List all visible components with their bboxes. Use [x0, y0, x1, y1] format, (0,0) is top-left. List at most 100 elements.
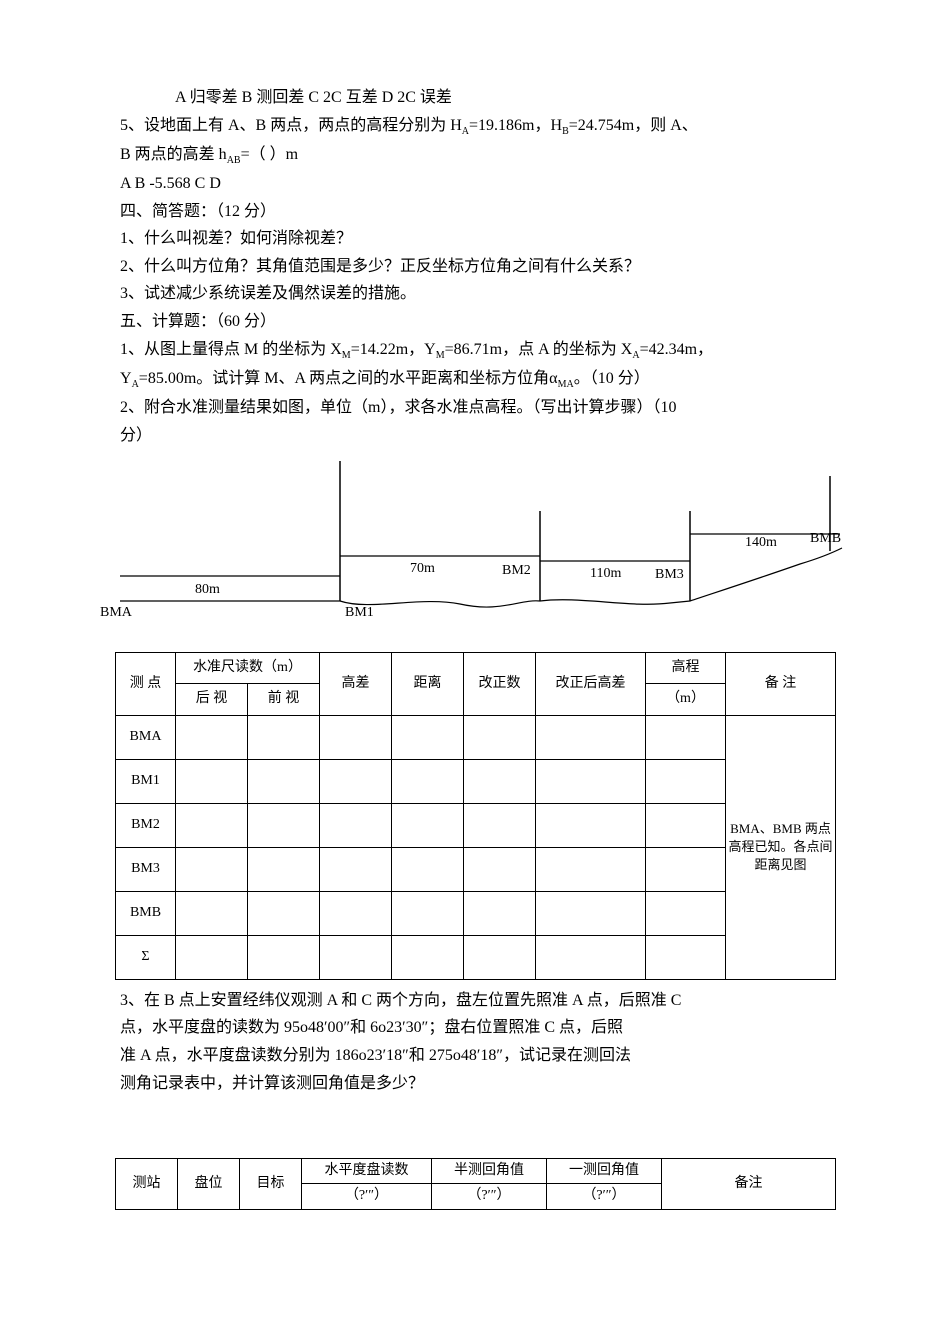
th2-unit3: （?′″） [547, 1184, 662, 1209]
sec4-q3: 3、试述减少系统误差及偶然误差的措施。 [120, 281, 825, 307]
text: =42.34m， [640, 341, 713, 358]
text: =85.00m。试计算 M、A 两点之间的水平距离和坐标方位角α [139, 370, 558, 387]
cell [392, 803, 464, 847]
label-BM3: BM3 [655, 564, 684, 586]
sec4-q2: 2、什么叫方位角？其角值范围是多少？正反坐标方位角之间有什么关系？ [120, 254, 825, 280]
cell [536, 891, 646, 935]
section5-title: 五、计算题：（60 分） [120, 309, 825, 335]
cell-station: BMA [116, 715, 176, 759]
cell [536, 759, 646, 803]
th2-station: 测站 [116, 1159, 178, 1209]
th2-remarks: 备注 [662, 1159, 836, 1209]
cell [176, 803, 248, 847]
sec5-q3-l4: 测角记录表中，并计算该测回角值是多少？ [120, 1071, 825, 1097]
label-BM1: BM1 [345, 602, 374, 624]
th-station: 测 点 [116, 653, 176, 716]
cell [248, 803, 320, 847]
cell [176, 759, 248, 803]
subscript: A [632, 350, 639, 361]
cell [646, 715, 726, 759]
th-corr: 改正数 [464, 653, 536, 716]
cell [464, 847, 536, 891]
q5-line2: B 两点的高差 hAB=（ ）m [120, 142, 825, 169]
q5-options: A B -5.568 C D [120, 171, 825, 197]
cell [248, 891, 320, 935]
sec5-q3-l1: 3、在 B 点上安置经纬仪观测 A 和 C 两个方向，盘左位置先照准 A 点，后… [120, 988, 825, 1014]
leveling-diagram: 80m 70m 110m 140m BMA BM1 BM2 BM3 BMB [110, 456, 850, 646]
text: 1、从图上量得点 M 的坐标为 X [120, 341, 342, 358]
label-140m: 140m [745, 532, 777, 554]
cell [646, 847, 726, 891]
cell [176, 847, 248, 891]
q5-line1: 5、设地面上有 A、B 两点，两点的高程分别为 HA=19.186m，HB=24… [120, 113, 825, 140]
th-dist: 距离 [392, 653, 464, 716]
cell [320, 935, 392, 979]
cell [248, 847, 320, 891]
th-front: 前 视 [248, 684, 320, 715]
text: Y [120, 370, 132, 387]
label-110m: 110m [590, 563, 621, 585]
text: =86.71m，点 A 的坐标为 X [445, 341, 633, 358]
th2-pos: 盘位 [178, 1159, 240, 1209]
cell [536, 715, 646, 759]
cell [320, 715, 392, 759]
cell [646, 891, 726, 935]
cell [536, 935, 646, 979]
section4-title: 四、简答题：（12 分） [120, 199, 825, 225]
th-elev: 高程 [646, 653, 726, 684]
cell [320, 759, 392, 803]
label-BMB: BMB [810, 528, 841, 550]
cell [392, 759, 464, 803]
q4-options: A 归零差 B 测回差 C 2C 互差 D 2C 误差 [120, 85, 825, 111]
subscript: M [342, 350, 351, 361]
cell [464, 891, 536, 935]
angle-table: 测站 盘位 目标 水平度盘读数 半测回角值 一测回角值 备注 （?′″） （?′… [115, 1158, 836, 1209]
text: =14.22m，Y [351, 341, 436, 358]
label-BMA: BMA [100, 602, 132, 624]
sec5-q3-l3: 准 A 点，水平度盘读数分别为 186o23′18″和 275o48′18″，试… [120, 1043, 825, 1069]
subscript: AB [227, 155, 241, 166]
sec5-q1-l2: YA=85.00m。试计算 M、A 两点之间的水平距离和坐标方位角αMA。（10… [120, 366, 825, 393]
th2-unit2: （?′″） [432, 1184, 547, 1209]
th-back: 后 视 [176, 684, 248, 715]
th-remarks: 备 注 [726, 653, 836, 716]
sec4-q1: 1、什么叫视差？如何消除视差？ [120, 226, 825, 252]
cell [176, 715, 248, 759]
cell [646, 935, 726, 979]
th-elev-unit: （m） [646, 684, 726, 715]
label-70m: 70m [410, 558, 435, 580]
label-80m: 80m [195, 579, 220, 601]
cell-remarks: BMA、BMB 两点高程已知。各点间距离见图 [726, 715, 836, 979]
cell-station: BM1 [116, 759, 176, 803]
text: =（ ）m [241, 146, 298, 163]
cell [646, 803, 726, 847]
subscript: A [462, 126, 469, 137]
cell [248, 759, 320, 803]
cell [464, 803, 536, 847]
leveling-table: 测 点 水准尺读数（m） 高差 距离 改正数 改正后高差 高程 备 注 后 视 … [115, 652, 836, 980]
page-content: A 归零差 B 测回差 C 2C 互差 D 2C 误差 5、设地面上有 A、B … [120, 85, 825, 1210]
label-BM2: BM2 [502, 560, 531, 582]
diagram-svg [110, 456, 850, 646]
th2-half: 半测回角值 [432, 1159, 547, 1184]
cell [320, 803, 392, 847]
sec5-q3-l2: 点，水平度盘的读数为 95o48′00″和 6o23′30″；盘右位置照准 C … [120, 1015, 825, 1041]
cell [464, 935, 536, 979]
th2-target: 目标 [240, 1159, 302, 1209]
subscript: M [436, 350, 445, 361]
cell [536, 803, 646, 847]
cell [646, 759, 726, 803]
cell-station: BM3 [116, 847, 176, 891]
subscript: MA [558, 379, 574, 390]
text: B 两点的高差 h [120, 146, 227, 163]
text: 5、设地面上有 A、B 两点，两点的高程分别为 H [120, 117, 462, 134]
cell-station: Σ [116, 935, 176, 979]
sec5-q2-l1: 2、附合水准测量结果如图，单位（m），求各水准点高程。（写出计算步骤）（10 [120, 395, 825, 421]
cell [464, 759, 536, 803]
th2-unit1: （?′″） [302, 1184, 432, 1209]
cell [536, 847, 646, 891]
cell-station: BM2 [116, 803, 176, 847]
cell [320, 847, 392, 891]
cell [176, 891, 248, 935]
text: =19.186m，H [469, 117, 562, 134]
